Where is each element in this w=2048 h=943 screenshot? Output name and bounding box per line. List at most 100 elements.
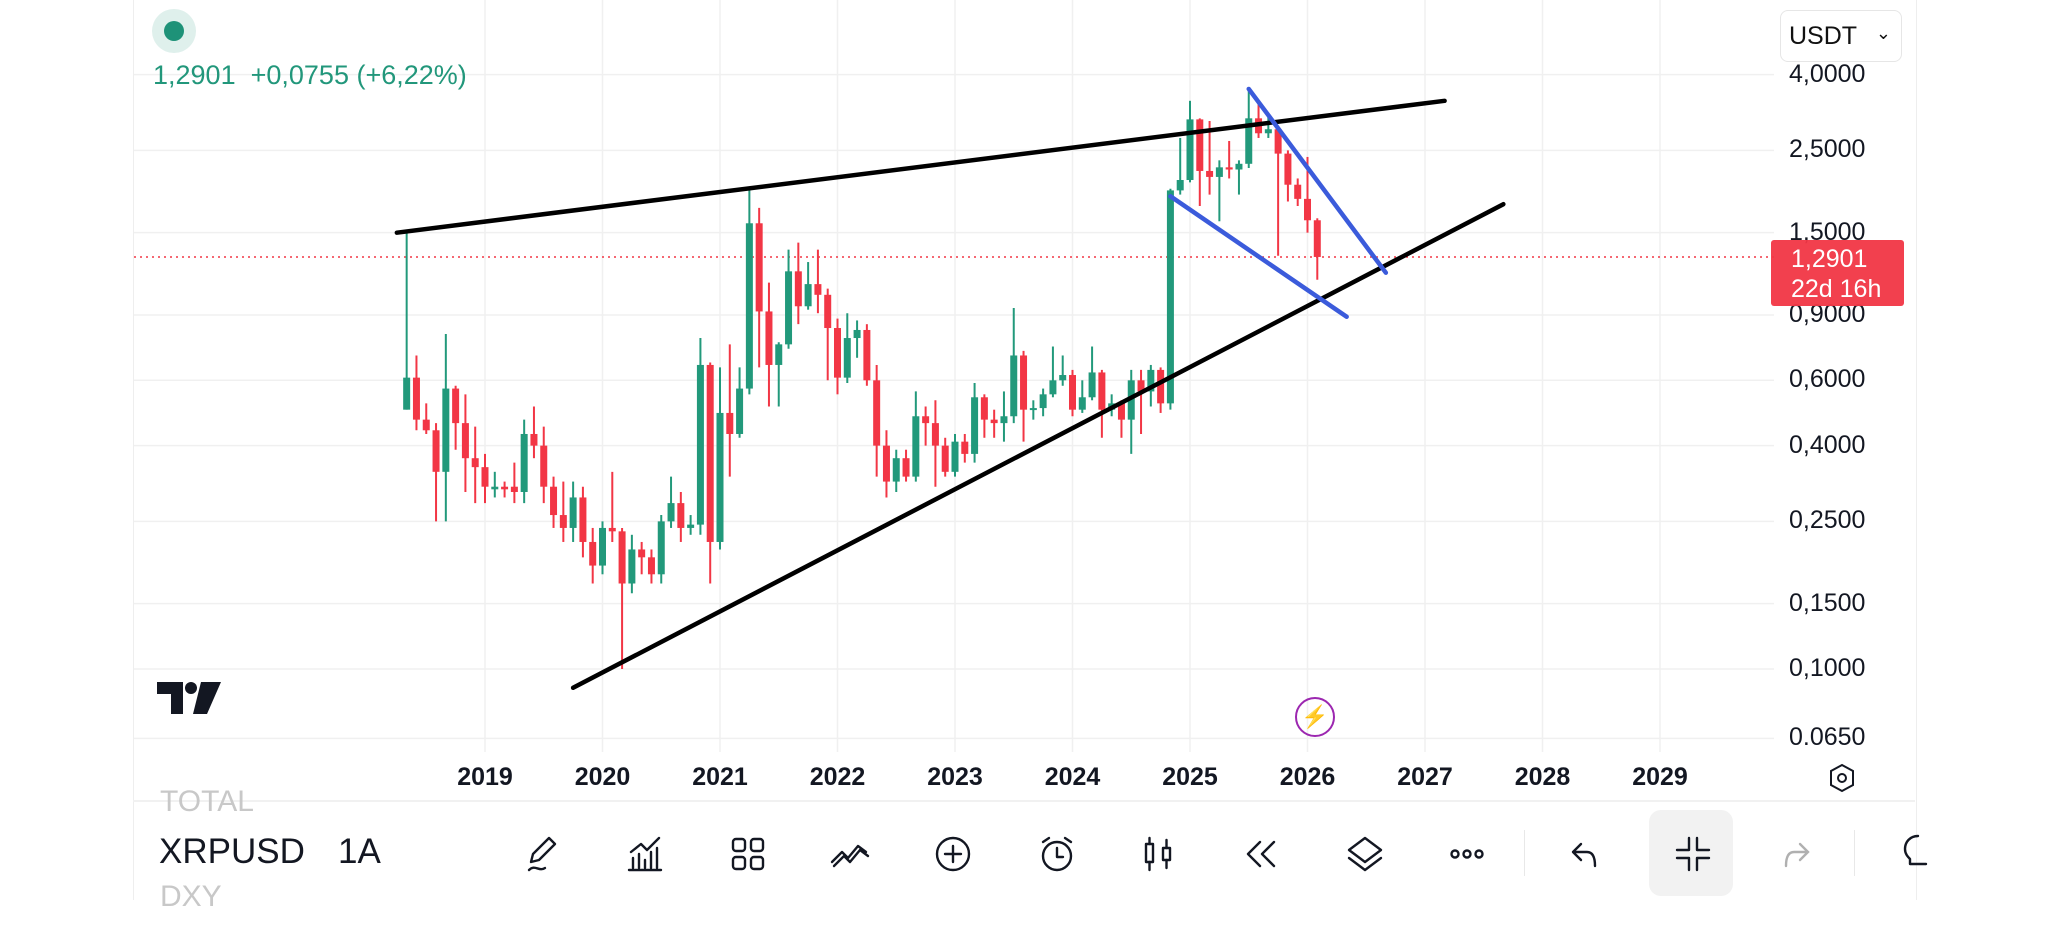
candle-body bbox=[1225, 167, 1233, 170]
header-change-pct: (+6,22%) bbox=[356, 60, 467, 90]
currency-select[interactable]: USDT ⌄ bbox=[1780, 10, 1902, 62]
alert-icon bbox=[1041, 836, 1073, 872]
candle-body bbox=[912, 416, 920, 477]
candle-body bbox=[1039, 394, 1047, 409]
candle-body bbox=[618, 531, 626, 584]
candle-body bbox=[971, 397, 979, 454]
candle-body bbox=[501, 486, 509, 490]
collapse-button[interactable] bbox=[1669, 830, 1717, 878]
candle-body bbox=[1294, 184, 1302, 199]
candle-body bbox=[1088, 372, 1096, 398]
time-tick-label: 2028 bbox=[1514, 763, 1571, 791]
candle-body bbox=[696, 364, 704, 525]
time-tick-label: 2023 bbox=[927, 763, 983, 791]
candle-body bbox=[1000, 416, 1008, 424]
candle-body bbox=[882, 445, 890, 482]
header-change: +0,0755 bbox=[250, 60, 349, 90]
candle-body bbox=[980, 397, 988, 420]
pen-button[interactable] bbox=[519, 830, 567, 878]
candle-body bbox=[1147, 369, 1155, 392]
candle-body bbox=[452, 388, 460, 424]
candle-body bbox=[471, 458, 479, 468]
tradingview-logo[interactable] bbox=[157, 680, 223, 721]
candles bbox=[403, 88, 1321, 669]
candle-body bbox=[540, 445, 548, 487]
candle-body bbox=[1176, 179, 1184, 191]
indicators-icon bbox=[627, 836, 663, 872]
time-tick-label: 2020 bbox=[574, 763, 631, 791]
candles-button[interactable] bbox=[1134, 830, 1182, 878]
candle-body bbox=[716, 412, 724, 542]
last-price-label: 1,2901 22d 16h bbox=[1771, 240, 1904, 306]
candle-body bbox=[726, 412, 734, 434]
replay-button[interactable] bbox=[1238, 830, 1286, 878]
watchlist-next-symbol[interactable]: DXY bbox=[160, 880, 222, 913]
chart-panel bbox=[133, 0, 1917, 900]
candle-body bbox=[481, 467, 489, 487]
candle-body bbox=[1029, 408, 1037, 411]
replay-icon bbox=[1246, 840, 1276, 868]
time-tick-label: 2029 bbox=[1632, 763, 1688, 791]
candle-body bbox=[647, 557, 655, 575]
layout-icon bbox=[731, 837, 765, 871]
drawing-tools-button[interactable] bbox=[826, 830, 874, 878]
candle-body bbox=[843, 338, 851, 378]
candle-body bbox=[550, 486, 558, 516]
candle-body bbox=[785, 271, 793, 345]
candle-body bbox=[1157, 369, 1165, 404]
add-button[interactable] bbox=[929, 830, 977, 878]
market-status-icon bbox=[152, 9, 196, 53]
candle-body bbox=[1264, 129, 1272, 134]
header-price: 1,2901 bbox=[153, 60, 236, 90]
time-tick-label: 2025 bbox=[1162, 763, 1218, 791]
drawing-tools-icon bbox=[830, 844, 870, 868]
candle-body bbox=[706, 364, 714, 542]
candle-body bbox=[1059, 375, 1067, 381]
candle-body bbox=[520, 433, 528, 492]
candle-body bbox=[530, 433, 538, 446]
candle-body bbox=[804, 284, 812, 307]
time-tick-label: 2022 bbox=[809, 763, 866, 791]
candle-body bbox=[569, 497, 577, 528]
candle-body bbox=[853, 329, 861, 339]
candle-body bbox=[1304, 198, 1311, 221]
toolbar-divider bbox=[1854, 830, 1855, 876]
price-tick-label: 0,6000 bbox=[1789, 365, 1866, 394]
currency-value: USDT bbox=[1789, 21, 1858, 50]
interval-button[interactable]: 1A bbox=[338, 832, 381, 871]
candle-body bbox=[1245, 118, 1253, 164]
chevron-down-icon: ⌄ bbox=[1875, 23, 1891, 43]
more-button[interactable] bbox=[1443, 830, 1491, 878]
layers-button[interactable] bbox=[1341, 830, 1389, 878]
redo-button[interactable] bbox=[1770, 830, 1818, 878]
alert-button[interactable] bbox=[1033, 830, 1081, 878]
price-tick-label: 0.0650 bbox=[1789, 723, 1866, 752]
undo-button[interactable] bbox=[1563, 830, 1611, 878]
price-tick-label: 0,2500 bbox=[1789, 506, 1866, 535]
trendline bbox=[570, 201, 1506, 691]
candle-body bbox=[608, 527, 616, 532]
chart-settings-icon[interactable] bbox=[1828, 763, 1856, 798]
candle-body bbox=[863, 329, 871, 381]
watchlist-prev-symbol[interactable]: TOTAL bbox=[160, 785, 254, 818]
candle-body bbox=[403, 377, 411, 410]
candle-body bbox=[412, 377, 420, 420]
candle-body bbox=[657, 521, 665, 575]
symbol-button[interactable]: XRPUSD bbox=[159, 832, 305, 871]
candle-body bbox=[990, 419, 998, 424]
candle-body bbox=[951, 441, 959, 472]
candle-body bbox=[510, 486, 518, 492]
price-tick-label: 4,0000 bbox=[1789, 59, 1866, 88]
price-header: 1,2901 +0,0755 (+6,22%) bbox=[153, 60, 467, 91]
trendline bbox=[394, 98, 1447, 235]
lightning-event-icon[interactable]: ⚡ bbox=[1295, 697, 1335, 737]
indicators-button[interactable] bbox=[621, 830, 669, 878]
candle-body bbox=[638, 549, 646, 558]
redo-icon bbox=[1784, 842, 1810, 868]
candle-body bbox=[892, 458, 900, 482]
candle-body bbox=[579, 497, 587, 542]
layout-button[interactable] bbox=[724, 830, 772, 878]
idea-button[interactable] bbox=[1894, 830, 1942, 878]
candle-body bbox=[961, 441, 969, 454]
